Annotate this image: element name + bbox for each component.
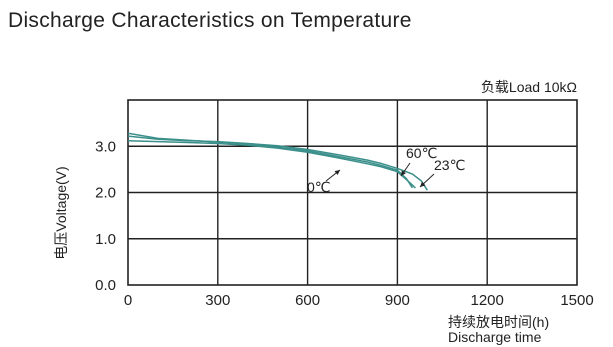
x-tick-label: 600 [295,292,320,309]
x-axis-label-cn: 持续放电时间(h) [448,314,549,330]
load-note: 负载Load 10kΩ [481,79,577,95]
x-tick-label: 0 [124,292,132,309]
y-tick-label: 2.0 [95,185,116,202]
grid-lines [128,100,577,285]
x-tick-label: 900 [385,292,410,309]
annotations: 60℃23℃ 0℃ [307,145,465,195]
annotation-label: 0℃ [307,179,331,195]
y-tick-label: 3.0 [95,138,116,155]
y-axis-label: 电压Voltage(V) [53,166,69,259]
x-tick-label: 300 [205,292,230,309]
x-tick-label: 1500 [560,292,593,309]
y-tick-label: 0.0 [95,277,116,294]
annotation-arrowhead [420,181,426,187]
x-axis-label-en: Discharge time [448,329,542,345]
annotation-label: 60℃ [406,145,437,161]
y-axis-ticks: 0.0 1.0 2.0 3.0 [95,138,116,294]
plot-area: 60℃23℃ 0℃ [127,99,578,286]
series-lines [127,132,428,191]
series-line-0℃ [127,139,416,189]
y-tick-label: 1.0 [95,231,116,248]
series-line-23℃ [127,135,428,191]
chart-title: Discharge Characteristics on Temperature [8,9,412,32]
x-axis-ticks: 0 300 600 900 1200 1500 [124,292,594,309]
x-tick-label: 1200 [471,292,504,309]
annotation-arrowhead [401,170,406,176]
annotation-arrowhead [334,170,340,176]
annotation-label: 23℃ [434,157,465,173]
